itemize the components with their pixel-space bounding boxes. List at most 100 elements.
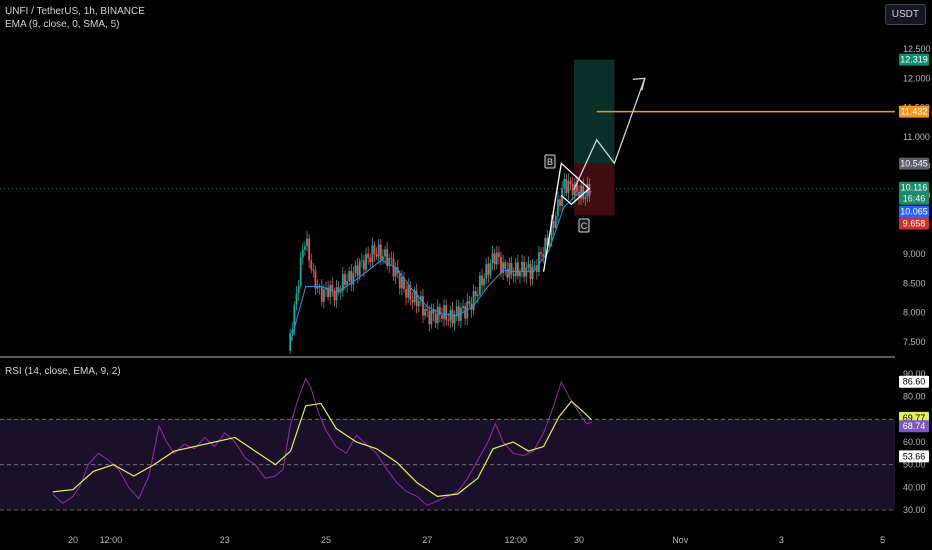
candle-body — [386, 249, 389, 266]
candle-body — [554, 215, 557, 228]
candle-body — [371, 245, 374, 263]
time-axis-tick: Nov — [672, 535, 689, 545]
candle-body — [546, 237, 549, 246]
candle-body — [497, 252, 500, 257]
candle-body — [493, 253, 496, 265]
rsi-tag — [899, 375, 929, 388]
candle-body — [472, 290, 475, 311]
candle-body — [584, 197, 587, 199]
candle-body — [535, 265, 538, 272]
rsi-tag — [899, 420, 929, 433]
time-axis-tick: 3 — [779, 535, 784, 545]
price-tag-text: 10.116 — [901, 183, 928, 193]
price-tag-text: 12.319 — [900, 55, 928, 65]
candle-body — [451, 309, 454, 324]
candle-body — [327, 287, 330, 298]
candle-body — [521, 261, 523, 272]
price-axis-tick: 7.500 — [903, 337, 926, 347]
candle-body — [318, 286, 321, 288]
point-c-label-box — [578, 218, 590, 233]
candle-body — [415, 290, 418, 307]
point-c-label: C — [581, 221, 588, 231]
candle-body — [369, 257, 372, 263]
ema-indicator-label[interactable]: EMA (9, close, 0, SMA, 5) — [5, 19, 120, 30]
candle-body — [483, 278, 486, 286]
candle-body — [523, 261, 526, 277]
candle-body — [365, 253, 367, 270]
candle-body — [316, 286, 319, 289]
candle-body — [426, 308, 429, 311]
currency-button[interactable]: USDT — [884, 4, 926, 25]
candle-body — [550, 220, 553, 241]
candle-body — [504, 262, 507, 270]
candle-body — [565, 178, 568, 193]
candle-body — [588, 183, 591, 196]
candle-body — [479, 275, 481, 295]
candle-body — [304, 246, 306, 250]
projection-path — [573, 78, 646, 190]
candle-body — [487, 263, 490, 276]
candle-body — [312, 269, 315, 271]
candle-body — [514, 262, 517, 277]
candle-body — [470, 303, 473, 311]
candle-body — [384, 249, 386, 257]
candle-body — [575, 182, 578, 192]
price-tag-text: 10.065 — [900, 207, 928, 217]
price-tag — [899, 53, 929, 66]
candle-body — [310, 260, 313, 270]
candle-body — [398, 273, 401, 289]
candle-body — [502, 262, 504, 274]
candle-body — [485, 263, 488, 279]
point-b-label-box — [544, 154, 556, 169]
candle-body — [540, 252, 542, 255]
rsi-tag-text: 69.77 — [903, 413, 926, 423]
pattern-drawing — [542, 161, 591, 272]
candle-body — [544, 237, 547, 257]
candle-body — [447, 320, 450, 321]
rsi-signal-line — [52, 400, 593, 498]
candle-body — [363, 260, 365, 270]
candle-body — [571, 184, 574, 196]
candle-body — [358, 261, 361, 276]
candle-body — [331, 284, 334, 292]
candle-body — [563, 178, 566, 189]
rsi-tag-text: 53.66 — [903, 451, 926, 461]
candle-body — [500, 256, 502, 274]
candle-body — [519, 271, 521, 277]
rsi-axis-tick: 90.00 — [903, 369, 926, 379]
price-tag — [899, 105, 929, 118]
candle-body — [489, 263, 492, 276]
candle-body — [329, 284, 332, 298]
price-axis-tick: 9.000 — [903, 249, 926, 259]
time-axis-tick: 23 — [220, 535, 230, 545]
candle-body — [441, 315, 443, 319]
price-tag-text: 9.658 — [903, 219, 926, 229]
time-axis-tick: 30 — [574, 535, 584, 545]
price-tag — [899, 192, 929, 205]
candle-body — [474, 290, 477, 297]
rsi-pane — [0, 377, 895, 511]
symbol-title: UNFI / TetherUS, 1h, BINANCE — [5, 6, 145, 17]
candle-body — [548, 240, 551, 246]
price-tag — [899, 205, 929, 218]
price-pane: BC — [0, 59, 895, 355]
candle-body — [462, 306, 464, 309]
rsi-tag — [899, 450, 929, 463]
candle-body — [320, 286, 323, 302]
candle-body — [481, 275, 483, 286]
candle-body — [417, 301, 420, 307]
price-tag-text: 10.545 — [900, 159, 928, 169]
rsi-indicator-label[interactable]: RSI (14, close, EMA, 9, 2) — [5, 366, 121, 377]
price-tag-text: 16:46 — [903, 194, 926, 204]
candle-body — [403, 277, 405, 290]
candle-body — [508, 263, 511, 278]
rsi-axis-tick: 40.00 — [903, 482, 926, 492]
candle-body — [516, 262, 519, 277]
price-axis-tick: 8.000 — [903, 308, 926, 318]
long-position-stop-zone — [573, 163, 615, 216]
candle-body — [339, 290, 342, 293]
candle-body — [335, 287, 338, 301]
candle-body — [531, 266, 534, 280]
candle-body — [430, 310, 433, 325]
